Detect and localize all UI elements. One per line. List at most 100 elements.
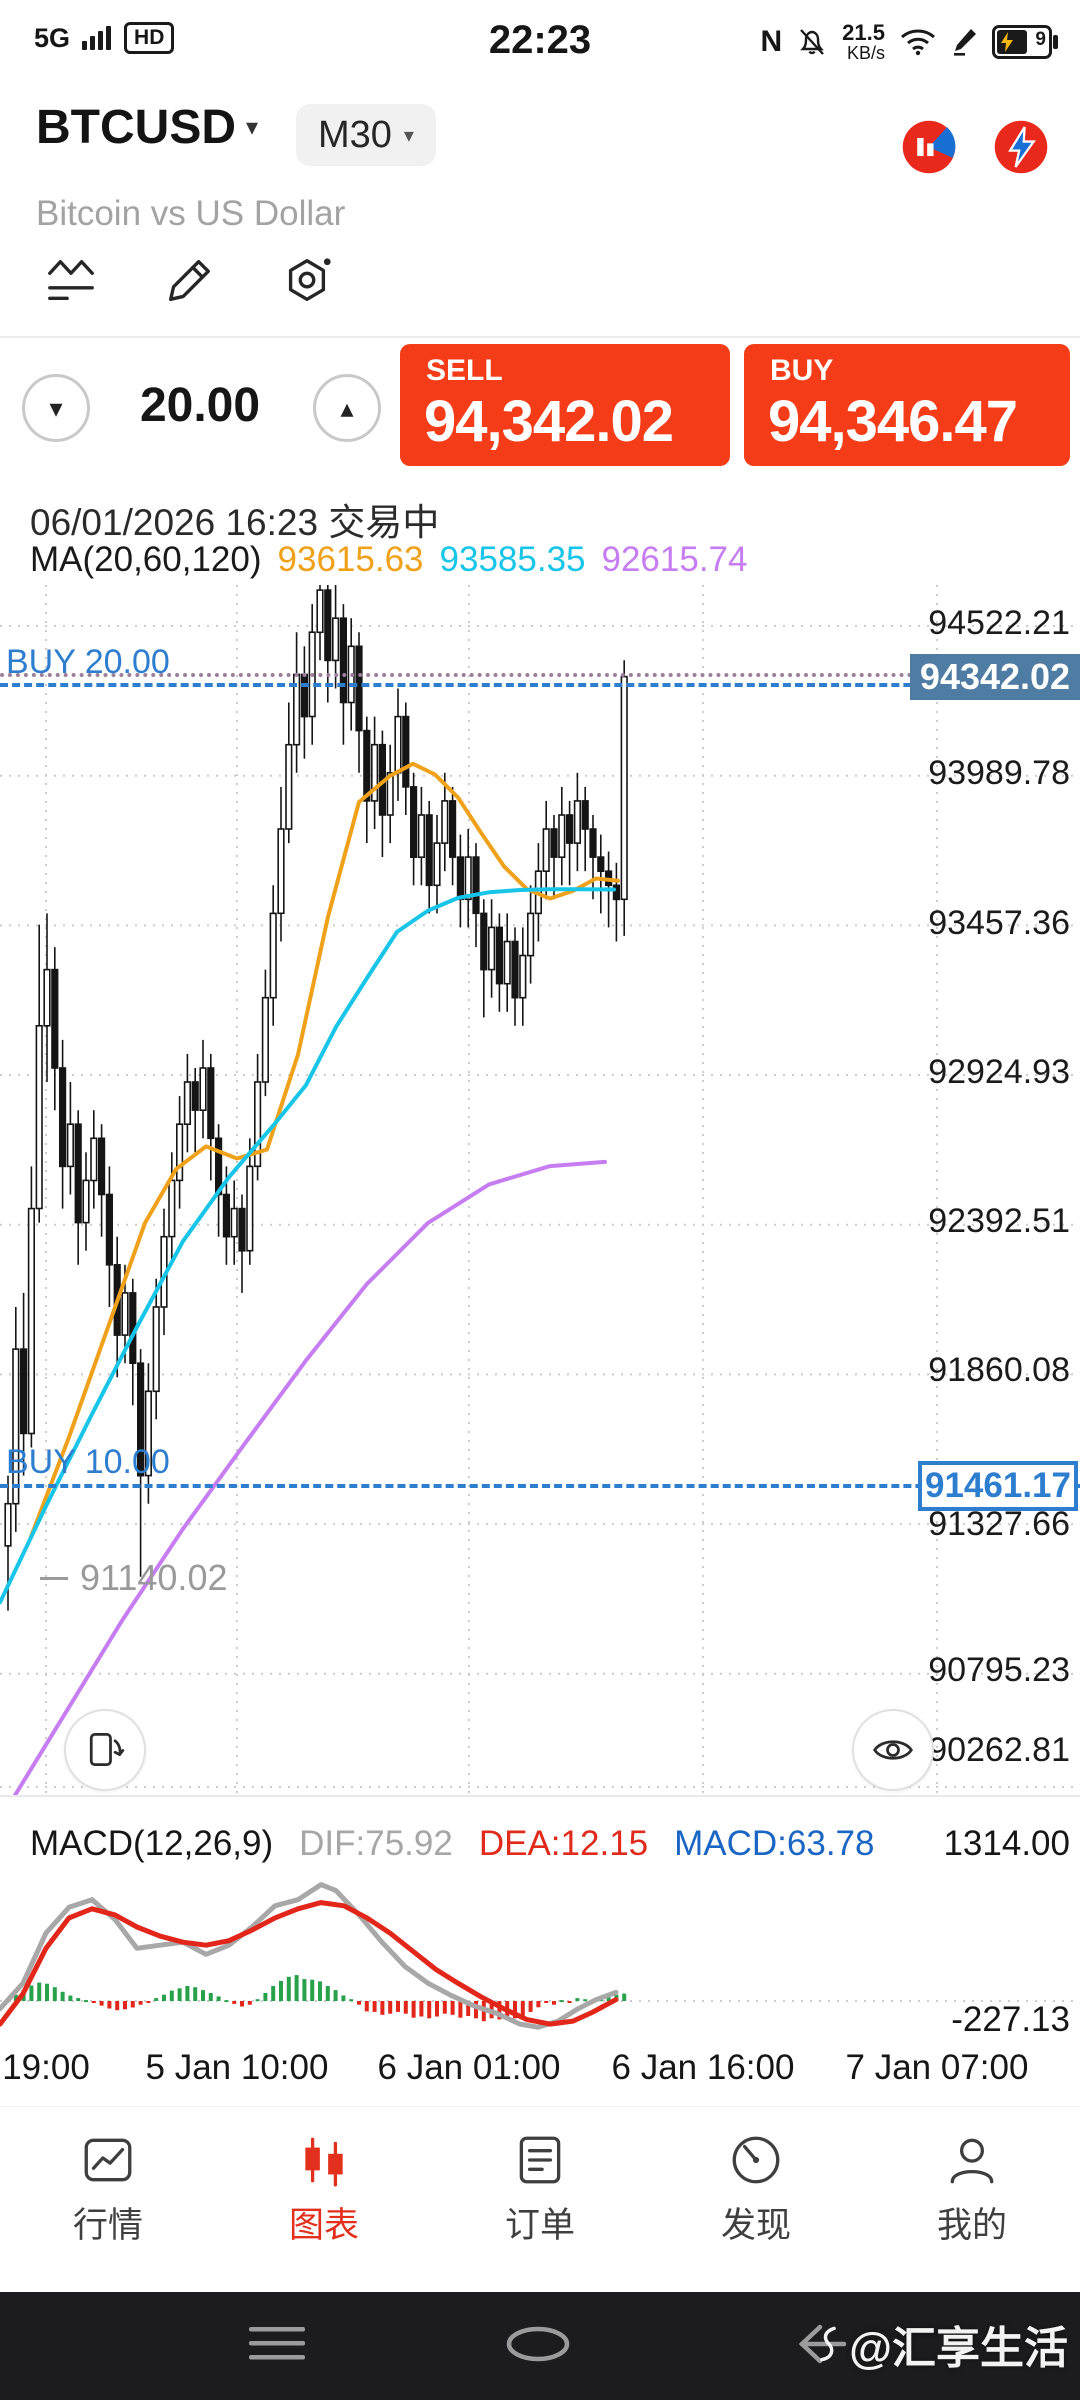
time-axis-label: 5 Jan 10:00 — [145, 2048, 329, 2087]
symbol-name: BTCUSD — [36, 101, 236, 154]
nfc-icon: N — [760, 25, 783, 58]
buy-button[interactable]: BUY 94,346.47 — [744, 344, 1070, 466]
ma120-value: 92615.74 — [601, 540, 748, 579]
network-type-label: 5G — [34, 22, 71, 53]
person-icon — [950, 2138, 994, 2184]
quick-trade-bolt-icon[interactable] — [992, 118, 1050, 176]
candlestick-icon — [305, 2137, 343, 2187]
price-axis-label: 90262.81 — [928, 1731, 1070, 1769]
recent-apps-menu-icon[interactable] — [247, 2322, 307, 2366]
rotate-screen-button[interactable] — [64, 1709, 146, 1791]
time-axis-label: 6 Jan 16:00 — [611, 2048, 795, 2087]
time-axis-label: 19:00 — [2, 2048, 90, 2087]
watermark-text: @汇享生活 — [849, 2324, 1068, 2373]
timeframe-label: M30 — [318, 113, 392, 156]
watermark-logo-icon — [820, 2326, 836, 2362]
stylus-icon — [954, 29, 976, 56]
volume-field[interactable]: 20.00 — [139, 379, 261, 432]
hd-badge: HD — [124, 22, 175, 54]
price-axis-label: 90795.23 — [928, 1651, 1070, 1689]
symbol-selector[interactable]: BTCUSD ▾ — [36, 100, 258, 155]
nav-item-orders[interactable]: 订单 — [432, 2107, 648, 2293]
buy-price: 94,346.47 — [768, 389, 1018, 454]
macd-indicator-row: MACD(12,26,9) DIF:75.92 DEA:12.15 MACD:6… — [30, 1824, 875, 1864]
volume-decrease-button[interactable]: ▾ — [22, 374, 90, 442]
chart-datetime-status: 06/01/2026 16:23 交易中 — [30, 502, 440, 543]
symbol-description: Bitcoin vs US Dollar — [36, 194, 346, 233]
buy-label: BUY — [770, 354, 834, 387]
macd-label: MACD(12,26,9) — [30, 1824, 274, 1863]
chevron-down-icon: ▾ — [49, 392, 63, 423]
status-right-group: N 21.5 KB/s 9 — [760, 14, 1058, 70]
speed-unit: KB/s — [846, 43, 885, 64]
buy-position-20-line[interactable] — [0, 683, 1080, 687]
home-button-icon[interactable] — [503, 2322, 573, 2366]
chevron-down-icon: ▾ — [246, 114, 259, 141]
price-chart[interactable]: 94522.21 93989.78 93457.36 92924.93 9239… — [0, 585, 1080, 1797]
current-price-line — [0, 673, 1080, 677]
nav-label: 发现 — [720, 2206, 791, 2245]
nav-item-chart[interactable]: 图表 — [216, 2107, 432, 2293]
back-arrow-icon[interactable] — [794, 2322, 850, 2366]
indicator-zigzag-icon — [48, 260, 94, 301]
buy-position-10-label[interactable]: BUY 10.00 — [6, 1443, 170, 1481]
dif-value: DIF:75.92 — [299, 1824, 453, 1863]
chart-settings-button[interactable] — [276, 250, 338, 312]
battery-icon: 9 — [992, 25, 1058, 59]
price-axis-label: 91860.08 — [928, 1351, 1070, 1389]
nav-label: 我的 — [936, 2206, 1007, 2245]
dea-value: DEA:12.15 — [478, 1824, 649, 1863]
time-axis: 19:00 5 Jan 10:00 6 Jan 01:00 6 Jan 16:0… — [0, 2048, 1080, 2092]
price-axis-label: 92392.51 — [928, 1202, 1070, 1240]
chevron-up-icon: ▴ — [340, 392, 354, 423]
indicators-button[interactable] — [40, 250, 102, 312]
ma-indicator-row: MA(20,60,120) 93615.63 93585.35 92615.74 — [30, 540, 747, 580]
eye-icon — [873, 1740, 913, 1760]
buy-position-20-label[interactable]: BUY 20.00 — [6, 643, 170, 681]
buy-position-10-line[interactable] — [0, 1484, 1080, 1488]
battery-nub — [1053, 35, 1058, 49]
nav-label: 图表 — [288, 2206, 359, 2245]
mute-bell-icon — [800, 29, 825, 55]
chart-toolbar — [40, 250, 338, 312]
clock: 22:23 — [488, 18, 592, 62]
volume-increase-button[interactable]: ▴ — [313, 374, 381, 442]
macd-axis-max: 1314.00 — [943, 1824, 1070, 1863]
ma60-value: 93585.35 — [439, 540, 586, 579]
time-axis-label: 7 Jan 07:00 — [845, 2048, 1029, 2087]
gear-icon — [288, 258, 331, 302]
low-marker-label: 91140.02 — [80, 1557, 228, 1598]
status-bar: 5G HD 22:23 N 21.5 KB/s — [0, 0, 1080, 84]
nav-item-profile[interactable]: 我的 — [864, 2107, 1080, 2293]
price-axis-label: 94522.21 — [928, 604, 1070, 642]
candlestick-canvas[interactable] — [0, 585, 1080, 1795]
low-marker-dash — [40, 1577, 68, 1580]
macd-chart[interactable] — [0, 1834, 1080, 2054]
sell-button[interactable]: SELL 94,342.02 — [400, 344, 730, 466]
ma20-value: 93615.63 — [277, 540, 424, 579]
header-icon-group — [900, 118, 1050, 176]
quotes-chart-icon — [84, 2138, 132, 2182]
nav-label: 订单 — [504, 2206, 575, 2245]
speed-value: 21.5 — [842, 20, 885, 45]
macd-canvas[interactable] — [0, 1834, 1080, 2054]
nav-item-quotes[interactable]: 行情 — [0, 2107, 216, 2293]
bottom-navigation: 行情 图表 订单 发现 我的 — [0, 2106, 1080, 2293]
ma-label: MA(20,60,120) — [30, 540, 262, 579]
network-speed: 21.5 KB/s — [842, 21, 885, 63]
nav-item-discover[interactable]: 发现 — [648, 2107, 864, 2293]
chevron-down-icon: ▾ — [403, 124, 414, 147]
market-analysis-icon[interactable] — [900, 118, 958, 176]
status-left-group: 5G HD — [34, 22, 175, 54]
drawing-button[interactable] — [158, 250, 220, 312]
orders-document-icon — [519, 2136, 561, 2184]
watermark: @汇享生活 — [815, 2312, 1068, 2376]
signal-bars-icon — [82, 26, 112, 50]
timeframe-selector[interactable]: M30 ▾ — [296, 104, 436, 166]
wifi-icon — [901, 29, 935, 56]
sell-price: 94,342.02 — [424, 389, 674, 454]
price-axis-label: 92924.93 — [928, 1053, 1070, 1091]
visibility-button[interactable] — [852, 1709, 934, 1791]
rotate-phone-icon — [89, 1733, 125, 1767]
